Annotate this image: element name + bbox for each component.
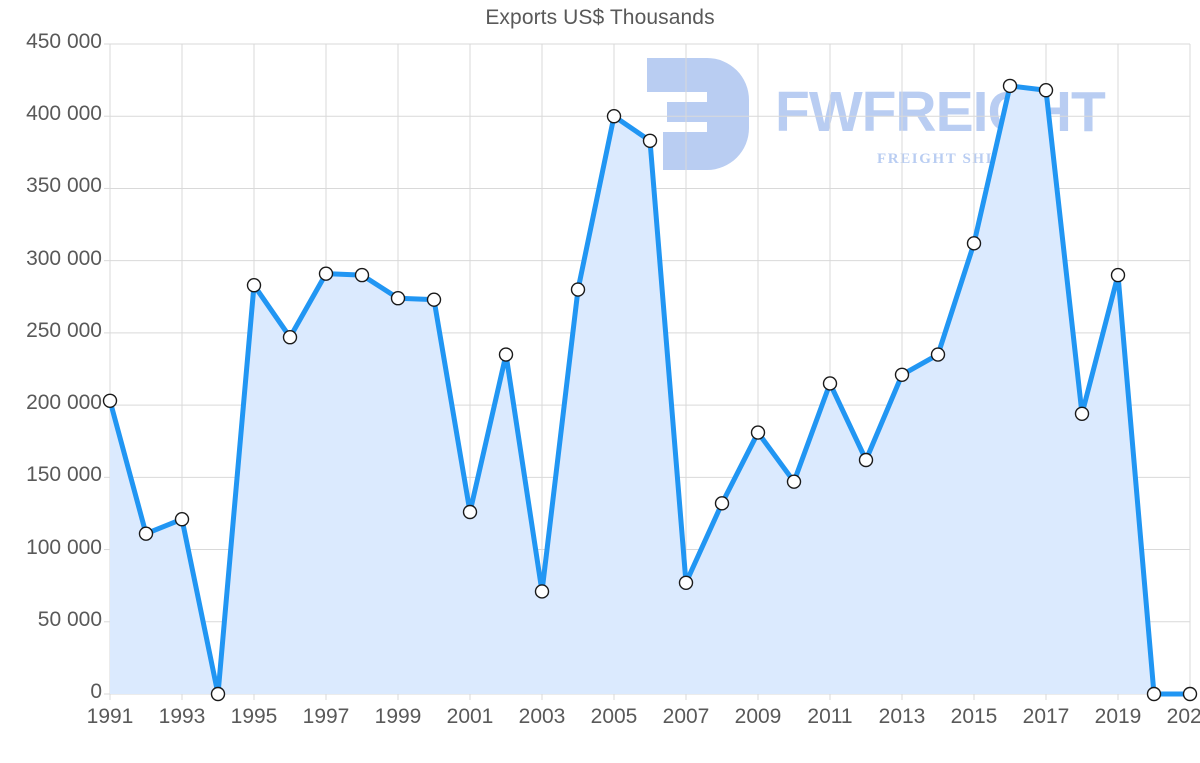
data-point-marker[interactable] (210, 686, 226, 702)
data-point-marker[interactable] (246, 278, 262, 293)
series-area (110, 85, 1190, 694)
data-point-marker[interactable] (1146, 686, 1162, 702)
data-point-marker[interactable] (354, 267, 370, 283)
data-point-marker[interactable] (138, 526, 154, 541)
data-point-marker[interactable] (462, 504, 478, 520)
data-point-marker[interactable] (102, 393, 118, 408)
data-point-marker[interactable] (894, 367, 910, 382)
data-point-marker[interactable] (1110, 267, 1126, 283)
data-point-marker[interactable] (822, 376, 838, 391)
data-point-marker[interactable] (606, 109, 622, 124)
data-point-marker[interactable] (1002, 78, 1018, 94)
data-point-marker[interactable] (390, 291, 406, 306)
data-point-marker[interactable] (1038, 83, 1054, 98)
data-point-marker[interactable] (570, 282, 586, 297)
data-point-marker[interactable] (750, 425, 766, 440)
data-point-marker[interactable] (498, 347, 514, 362)
data-point-marker[interactable] (678, 575, 694, 590)
data-point-marker[interactable] (786, 474, 802, 489)
data-point-marker[interactable] (1074, 406, 1090, 421)
data-point-marker[interactable] (282, 330, 298, 345)
data-point-marker[interactable] (930, 347, 946, 362)
data-point-marker[interactable] (642, 133, 658, 148)
data-point-marker[interactable] (714, 496, 730, 511)
data-point-marker[interactable] (318, 266, 334, 281)
data-markers (102, 78, 1198, 702)
data-point-marker[interactable] (858, 452, 874, 468)
data-point-marker[interactable] (426, 292, 442, 307)
data-point-marker[interactable] (534, 584, 550, 599)
data-point-marker[interactable] (174, 512, 190, 527)
data-point-marker[interactable] (966, 236, 982, 251)
data-point-marker[interactable] (1182, 686, 1198, 702)
area-fill (110, 85, 1190, 694)
